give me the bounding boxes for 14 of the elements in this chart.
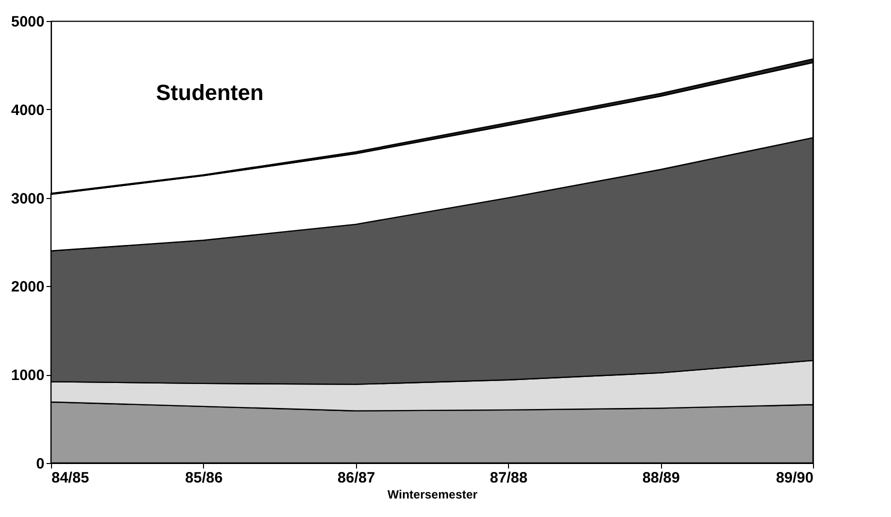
x-tick-label: 88/89 — [642, 470, 680, 486]
y-tick-label: 3000 — [11, 190, 44, 208]
y-tick-label: 1000 — [11, 367, 44, 384]
y-tick-label: 0 — [36, 456, 44, 472]
x-tick-label: 87/88 — [490, 470, 528, 486]
x-tick-label: 86/87 — [338, 470, 376, 486]
x-axis-title: Wintersemester — [388, 488, 478, 502]
x-tick-label: 84/85 — [52, 470, 90, 486]
y-tick-label: 5000 — [11, 14, 44, 30]
x-tick-label: 85/86 — [185, 470, 223, 486]
x-tick-label: 89/90 — [776, 470, 814, 486]
annotation: Studenten — [156, 80, 264, 105]
y-tick-label: 4000 — [11, 102, 44, 119]
y-tick-label: 2000 — [11, 278, 44, 296]
